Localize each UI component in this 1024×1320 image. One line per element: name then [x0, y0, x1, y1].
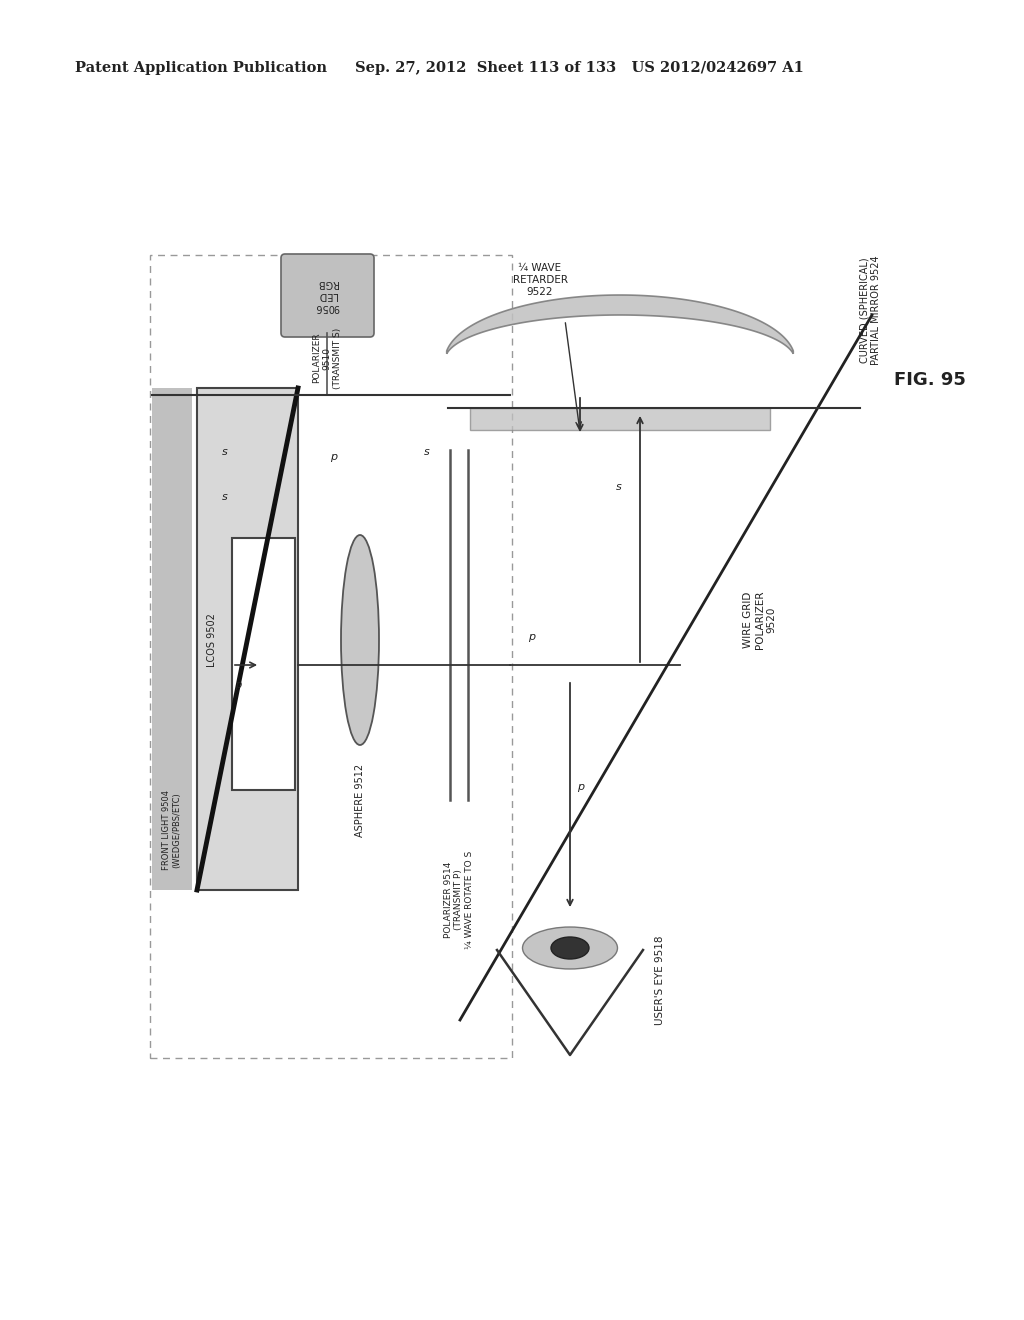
- Text: s: s: [424, 447, 430, 457]
- Text: USER'S EYE 9518: USER'S EYE 9518: [655, 936, 665, 1024]
- Ellipse shape: [522, 927, 617, 969]
- Text: WIRE GRID
POLARIZER
9520: WIRE GRID POLARIZER 9520: [743, 591, 776, 649]
- Text: p: p: [528, 632, 536, 642]
- Text: p: p: [577, 781, 584, 792]
- Text: s: s: [222, 447, 227, 457]
- Text: ¼ WAVE
RETARDER
9522: ¼ WAVE RETARDER 9522: [512, 264, 567, 297]
- Text: s: s: [222, 492, 227, 502]
- Text: POLARIZER
9510
(TRANSMIT S): POLARIZER 9510 (TRANSMIT S): [312, 327, 342, 388]
- Ellipse shape: [341, 535, 379, 744]
- Polygon shape: [446, 294, 794, 354]
- Bar: [152, 388, 193, 890]
- Text: POLARIZER 9514
(TRANSMIT P)
¼ WAVE ROTATE TO S: POLARIZER 9514 (TRANSMIT P) ¼ WAVE ROTAT…: [444, 851, 474, 949]
- Bar: [197, 388, 298, 890]
- Text: Patent Application Publication: Patent Application Publication: [75, 61, 327, 75]
- Text: Sep. 27, 2012  Sheet 113 of 133   US 2012/0242697 A1: Sep. 27, 2012 Sheet 113 of 133 US 2012/0…: [355, 61, 804, 75]
- Text: s: s: [616, 482, 622, 492]
- Text: p: p: [234, 680, 241, 690]
- Text: CURVED (SPHERICAL)
PARTIAL MIRROR 9524: CURVED (SPHERICAL) PARTIAL MIRROR 9524: [859, 255, 881, 364]
- FancyBboxPatch shape: [281, 253, 374, 337]
- Text: LCOS 9502: LCOS 9502: [207, 612, 217, 667]
- Bar: [150, 255, 512, 1059]
- Bar: [232, 539, 295, 789]
- Ellipse shape: [551, 937, 589, 960]
- Text: FRONT LIGHT 9504
(WEDGE/PBS/ETC): FRONT LIGHT 9504 (WEDGE/PBS/ETC): [162, 789, 181, 870]
- Polygon shape: [470, 408, 770, 430]
- Text: ASPHERE 9512: ASPHERE 9512: [355, 763, 365, 837]
- Text: 9056
LED
RGB: 9056 LED RGB: [314, 279, 339, 312]
- Text: FIG. 95: FIG. 95: [894, 371, 966, 389]
- Text: p: p: [330, 451, 337, 462]
